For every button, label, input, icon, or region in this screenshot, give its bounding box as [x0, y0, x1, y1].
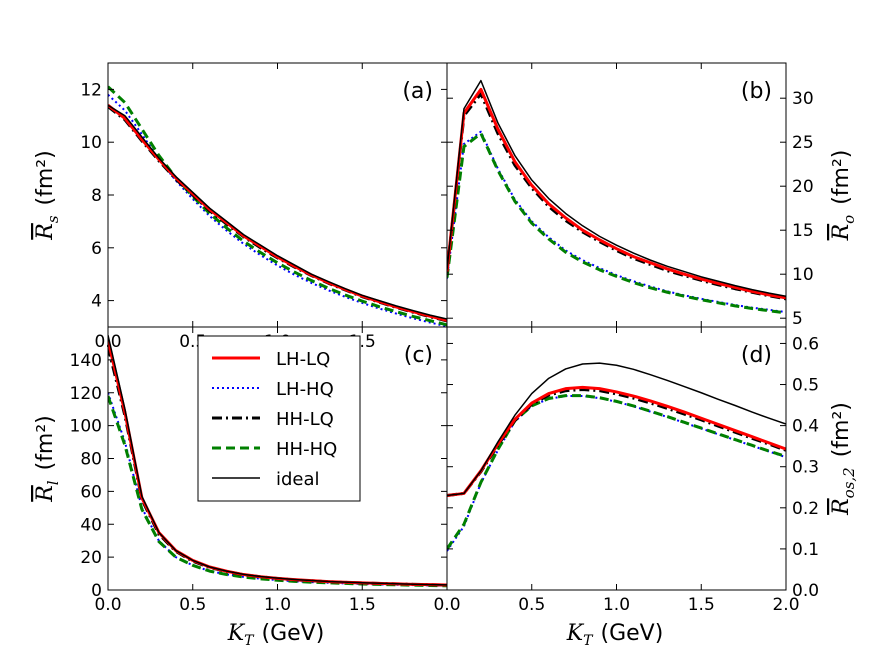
legend-label-hh-lq: HH-LQ [276, 409, 334, 430]
panel-c: 0 20 40 60 80 100 120 140 0.0 0.5 1.0 1.5 (c) Rl (fm²) [33, 326, 448, 615]
y-tick-label: 10 [80, 133, 102, 153]
legend-box [197, 335, 361, 502]
panel-label: (d) [741, 343, 772, 368]
y-axis-label: Ro (fm²) [829, 150, 858, 242]
y-tick-label: 5 [792, 309, 803, 329]
y-axis-subscript: os,2 [840, 467, 858, 498]
y-tick-label: 12 [80, 80, 102, 100]
x-axis-unit: (GeV) [261, 621, 324, 646]
y-tick-label: 0.3 [792, 458, 819, 478]
x-axis-subscript: T [244, 633, 255, 649]
y-axis-label: Rl (fm²) [33, 415, 62, 503]
y-tick-label: 30 [792, 89, 814, 109]
series-hh-hq-line [447, 394, 786, 550]
y-tick-label: 20 [792, 177, 814, 197]
series-lh-hq-line [447, 395, 786, 552]
y-axis-unit: (fm²) [33, 415, 58, 470]
y-axis-subscript: l [44, 480, 62, 485]
panel-d: 0.0 0.1 0.2 0.3 0.4 0.5 0.6 0.0 0.5 1.0 1.5 2.0 (d) R… [433, 326, 858, 615]
series-lh-lq-line [108, 104, 447, 322]
y-tick-label: 0.0 [792, 581, 819, 601]
y-tick-label: 0.1 [792, 540, 819, 560]
x-tick-label: 1.5 [688, 595, 715, 615]
panel-frame [107, 62, 448, 328]
panel-label: (b) [741, 79, 772, 104]
series-ideal-line [447, 362, 786, 497]
y-axis-label: Rs (fm²) [33, 150, 62, 240]
y-axis-subscript: o [840, 215, 858, 224]
series-group [447, 362, 786, 552]
y-axis-label: Ros,2 (fm²) [829, 402, 858, 516]
y-tick-label: 0.6 [792, 334, 819, 354]
series-group [447, 79, 786, 315]
x-axis-label-right: KT (GeV) [566, 621, 664, 649]
y-tick-label: 6 [91, 239, 102, 259]
series-hh-hq-line [447, 131, 786, 315]
y-tick-label: 80 [80, 450, 102, 470]
y-axis-unit: (fm²) [829, 402, 854, 457]
y-tick-label: 40 [80, 515, 102, 535]
legend: LH-LQ LH-HQ HH-LQ HH-HQ ideal [197, 335, 361, 502]
x-axis-symbol: K [227, 621, 246, 646]
series-lh-lq-line [447, 385, 786, 497]
y-axis-symbol: R [33, 485, 58, 503]
legend-label-ideal: ideal [276, 469, 320, 490]
x-tick-label: 2.0 [772, 595, 799, 615]
panel-frame [446, 326, 787, 591]
panel-label: (a) [402, 79, 433, 104]
series-lh-lq-line [447, 87, 786, 300]
x-axis-subscript: T [583, 633, 594, 649]
y-axis-unit: (fm²) [829, 150, 854, 205]
x-tick-label: 0.5 [179, 595, 206, 615]
series-group [108, 335, 447, 588]
x-axis-symbol: K [566, 621, 585, 646]
y-tick-label: 0 [91, 581, 102, 601]
x-axis-unit: (GeV) [600, 621, 663, 646]
y-tick-label: 120 [70, 384, 102, 404]
y-axis-symbol: R [829, 224, 854, 242]
y-tick-label: 10 [792, 265, 814, 285]
y-tick-label: 0.2 [792, 499, 819, 519]
legend-label-lh-hq: LH-HQ [276, 379, 334, 400]
x-tick-label: 1.0 [264, 595, 291, 615]
legend-label-hh-hq: HH-HQ [276, 439, 337, 460]
x-tick-label: 0.5 [518, 595, 545, 615]
y-tick-label: 0.4 [792, 417, 819, 437]
panel-label: (c) [404, 343, 433, 368]
series-ideal-line [447, 79, 786, 297]
x-tick-label: 0.0 [433, 595, 460, 615]
y-tick-label: 100 [70, 417, 102, 437]
y-tick-label: 15 [792, 221, 814, 241]
y-tick-label: 25 [792, 133, 814, 153]
series-ideal-line [108, 335, 447, 586]
y-axis-symbol: R [829, 498, 854, 516]
x-axis-label-left: KT (GeV) [227, 621, 325, 649]
y-tick-label: 20 [80, 548, 102, 568]
y-axis-unit: (fm²) [33, 150, 58, 205]
y-tick-label: 140 [70, 351, 102, 371]
legend-label-lh-lq: LH-LQ [276, 349, 330, 370]
x-tick-label: 1.5 [349, 595, 376, 615]
y-tick-label: 60 [80, 482, 102, 502]
y-tick-label: 4 [91, 292, 102, 312]
series-group [108, 85, 447, 327]
x-tick-label: 0.0 [94, 595, 121, 615]
x-tick-label: 1.0 [603, 595, 630, 615]
y-axis-subscript: s [44, 215, 62, 223]
y-tick-label: 0.5 [792, 376, 819, 396]
y-axis-symbol: R [33, 223, 58, 241]
panel-b: 5 10 15 20 25 30 (b) Ro (fm²) [446, 62, 858, 329]
series-lh-hq-line [108, 93, 447, 327]
series-ideal-line [108, 104, 447, 320]
series-hh-hq-line [108, 85, 447, 327]
y-tick-label: 8 [91, 186, 102, 206]
series-hh-lq-line [447, 92, 786, 301]
series-hh-lq-line [108, 105, 447, 323]
